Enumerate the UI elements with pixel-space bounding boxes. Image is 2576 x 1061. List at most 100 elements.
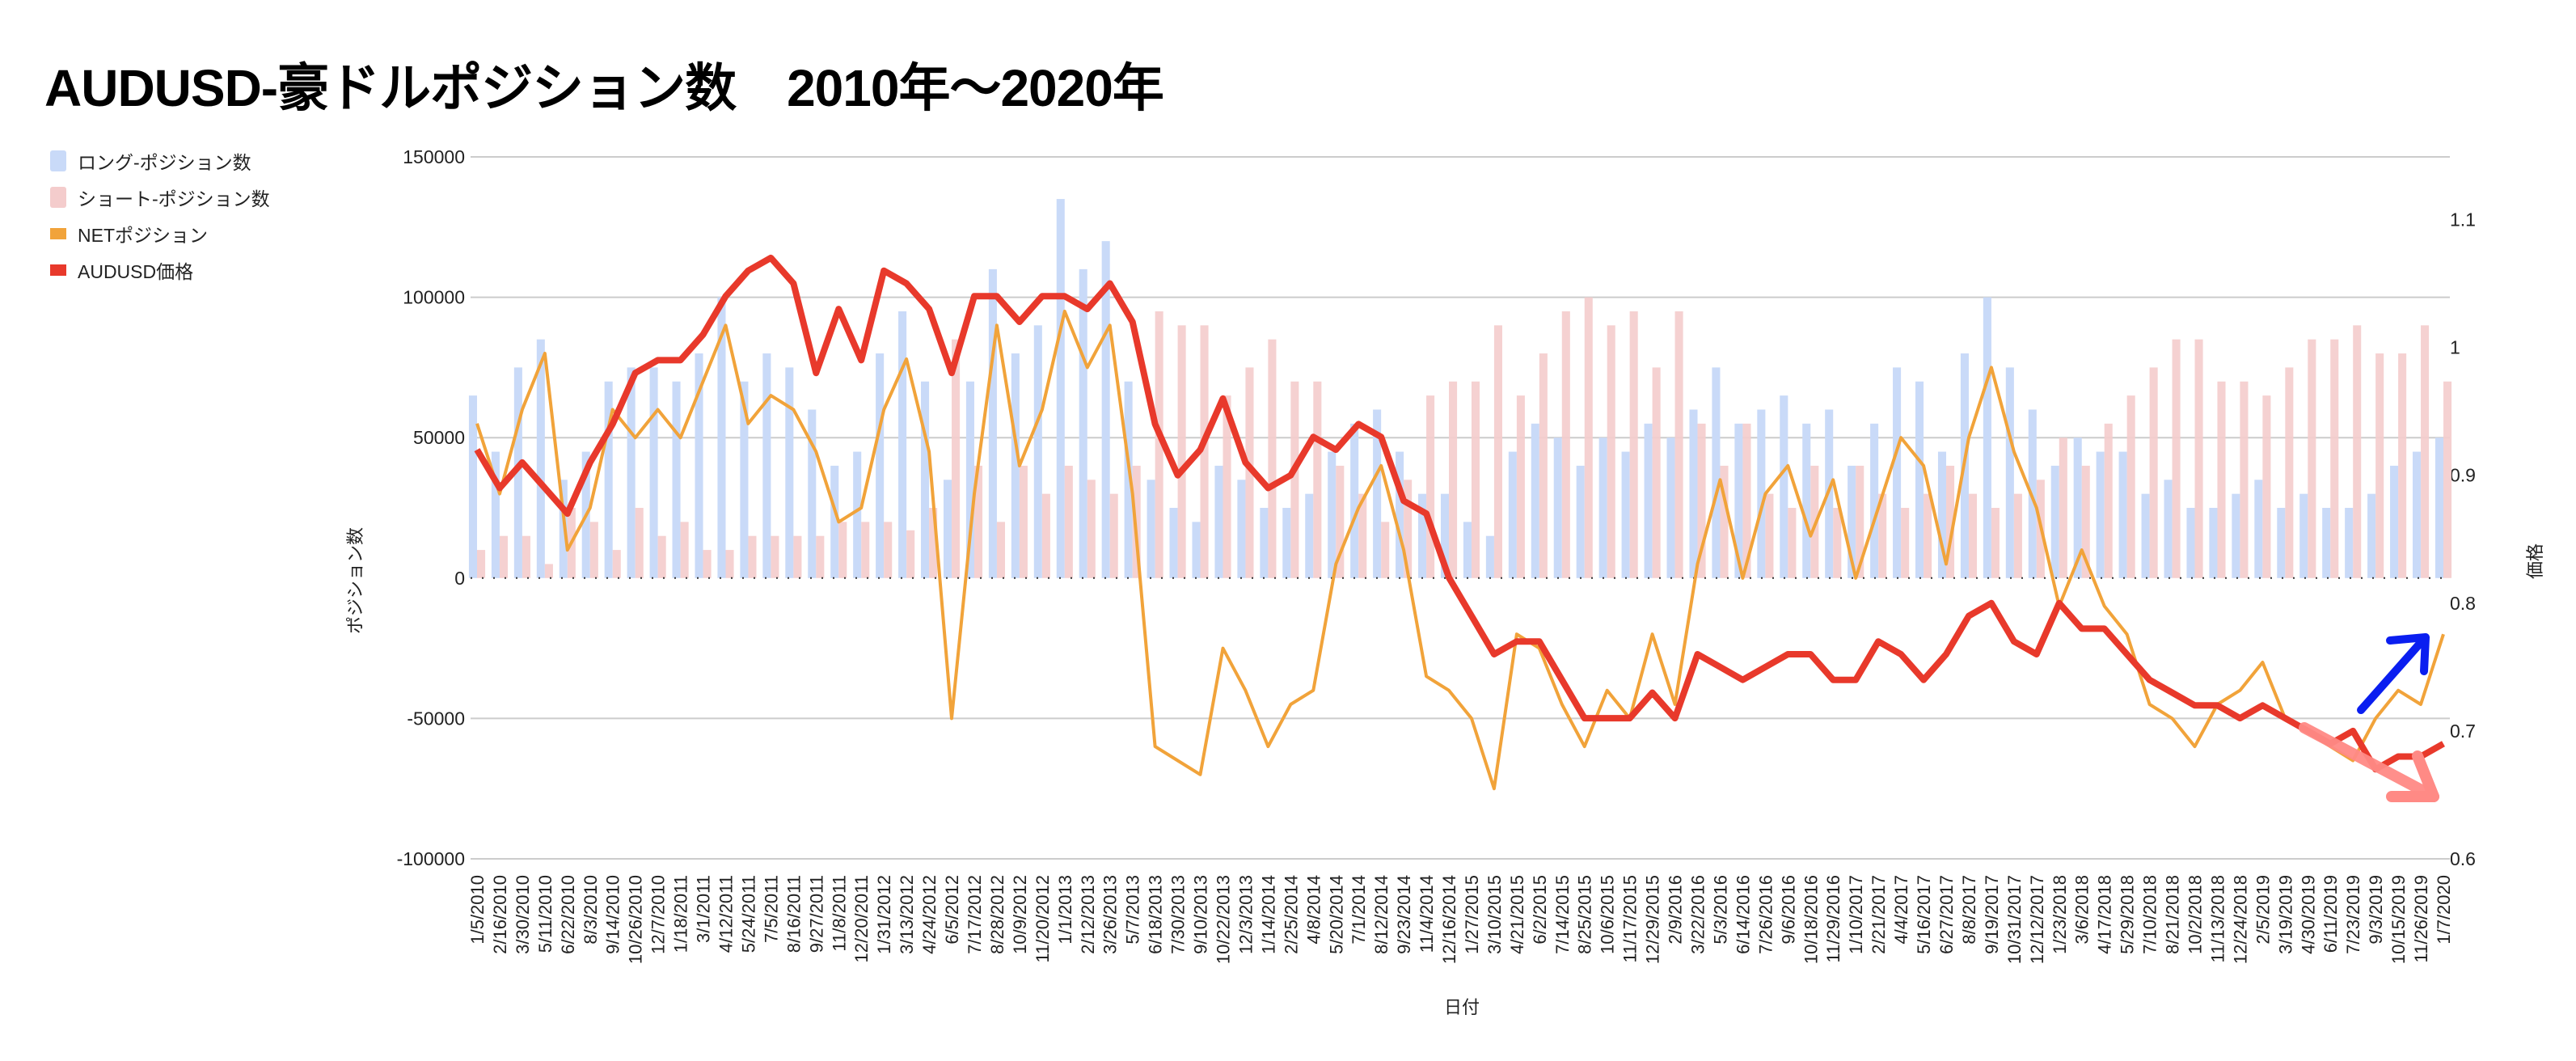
y2-tick-label: 1.1: [2450, 209, 2476, 230]
legend-item-net[interactable]: NETポジション: [50, 215, 270, 252]
bar-long: [1508, 451, 1517, 578]
bar-short: [1313, 381, 1322, 578]
x-tick-label: 9/14/2010: [603, 875, 623, 954]
bar-long: [2005, 367, 2014, 578]
x-tick-label: 7/17/2012: [965, 875, 985, 954]
x-tick-label: 5/11/2010: [535, 875, 555, 953]
bar-short: [2104, 423, 2113, 578]
x-tick-label: 9/27/2011: [806, 875, 826, 953]
x-tick-label: 1/10/2017: [1846, 875, 1866, 954]
x-axis-title: 日付: [1444, 997, 1480, 1017]
x-tick-label: 4/17/2018: [2095, 875, 2115, 954]
bar-short: [1607, 325, 1615, 578]
bar-short: [2375, 353, 2384, 578]
bar-long: [1079, 268, 1087, 578]
legend: ロング-ポジション数 ショート-ポジション数 NETポジション AUDUSD価格: [50, 142, 270, 288]
bar-short: [1471, 381, 1480, 578]
bar-long: [2073, 438, 2082, 578]
bar-long: [2050, 465, 2059, 578]
bar-long: [2164, 480, 2173, 578]
bar-short: [1290, 381, 1299, 578]
bar-long: [1485, 535, 1494, 578]
bar-long: [830, 465, 839, 578]
x-tick-label: 5/20/2014: [1326, 875, 1346, 954]
bar-long: [1780, 395, 1788, 578]
bar-long: [1598, 438, 1607, 578]
x-tick-label: 1/18/2011: [671, 875, 691, 953]
legend-swatch-net: [50, 227, 66, 239]
bar-long: [2299, 493, 2308, 578]
annotation-arrow-up: [2357, 635, 2428, 714]
x-tick-label: 4/21/2015: [1507, 875, 1527, 954]
bar-short: [952, 339, 961, 578]
x-tick-label: 3/26/2013: [1100, 875, 1121, 954]
bar-long: [1011, 353, 1020, 578]
bar-short: [884, 522, 893, 578]
x-tick-label: 3/6/2018: [2072, 875, 2092, 945]
bar-short: [2126, 395, 2135, 578]
bar-long: [1282, 508, 1291, 578]
bar-short: [1901, 508, 1910, 578]
bar-long: [2390, 465, 2399, 578]
x-tick-label: 11/4/2014: [1417, 875, 1437, 953]
bar-short: [1336, 465, 1345, 578]
x-tick-label: 3/22/2016: [1688, 875, 1708, 954]
legend-item-long[interactable]: ロング-ポジション数: [50, 142, 270, 179]
legend-item-price[interactable]: AUDUSD価格: [50, 252, 270, 288]
x-tick-label: 7/30/2013: [1168, 875, 1189, 954]
x-tick-label: 12/12/2017: [2027, 875, 2047, 964]
annotation-arrow-down: [2299, 722, 2439, 802]
bar-long: [740, 381, 749, 578]
bar-long: [965, 381, 974, 578]
x-tick-label: 5/7/2013: [1123, 875, 1143, 945]
x-tick-label: 1/27/2015: [1462, 875, 1482, 954]
bar-long: [1350, 423, 1359, 578]
bar-short: [1674, 311, 1683, 578]
bar-short: [816, 535, 825, 578]
x-tick-label: 1/14/2014: [1258, 875, 1278, 954]
bar-short: [838, 522, 847, 578]
x-tick-label: 11/17/2015: [1620, 875, 1641, 962]
bar-long: [2345, 508, 2354, 578]
x-tick-label: 11/8/2011: [829, 875, 849, 952]
bar-short: [1968, 493, 1978, 578]
bar-short: [1449, 381, 1458, 578]
bar-short: [1358, 493, 1367, 578]
bar-short: [1991, 508, 2000, 578]
bar-short: [2262, 395, 2271, 578]
bar-long: [1328, 451, 1337, 578]
x-tick-label: 1/31/2012: [874, 875, 894, 954]
bar-short: [2013, 493, 2022, 578]
x-tick-label: 10/22/2013: [1213, 875, 1233, 964]
y2-tick-label: 0.8: [2450, 593, 2476, 614]
bar-long: [1689, 409, 1698, 578]
bar-long: [853, 451, 862, 578]
x-tick-label: 1/7/2020: [2434, 875, 2454, 945]
bar-long: [876, 353, 885, 578]
bar-short: [1561, 311, 1570, 578]
bar-long: [1214, 465, 1223, 578]
x-tick-label: 5/3/2016: [1710, 875, 1730, 945]
legend-item-short[interactable]: ショート-ポジション数: [50, 179, 270, 215]
x-tick-label: 10/31/2017: [2004, 875, 2025, 964]
bar-long: [1373, 409, 1382, 578]
x-tick-label: 8/21/2018: [2163, 875, 2183, 954]
bar-long: [1147, 480, 1155, 578]
bar-short: [2240, 381, 2249, 578]
bar-long: [604, 381, 613, 578]
x-tick-label: 8/25/2015: [1575, 875, 1595, 954]
bar-short: [635, 508, 644, 578]
y2-tick-label: 1: [2450, 337, 2460, 358]
legend-swatch-long: [50, 150, 66, 171]
bar-long: [2435, 438, 2443, 578]
x-tick-label: 12/29/2015: [1643, 875, 1663, 964]
bar-long: [2367, 493, 2376, 578]
bar-long: [559, 480, 568, 578]
x-tick-label: 5/24/2011: [738, 875, 758, 953]
bar-long: [1124, 381, 1133, 578]
bar-long: [762, 353, 771, 578]
bar-short: [1493, 325, 1502, 578]
bar-short: [1155, 311, 1163, 578]
x-tick-label: 10/9/2012: [1010, 875, 1030, 954]
x-tick-label: 10/6/2015: [1598, 875, 1618, 954]
